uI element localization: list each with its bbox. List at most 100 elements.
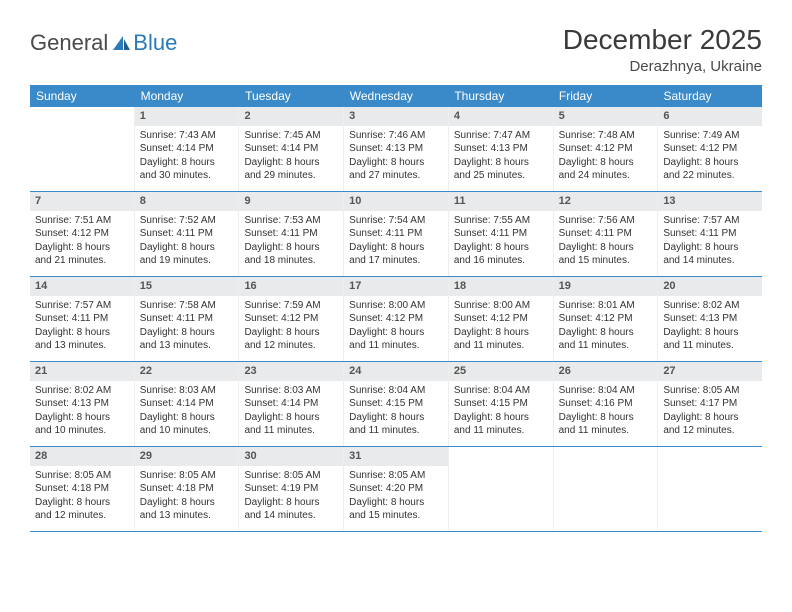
- weekday-header-row: SundayMondayTuesdayWednesdayThursdayFrid…: [30, 85, 762, 107]
- day-cell: [658, 447, 762, 531]
- day-number: 31: [344, 447, 448, 466]
- day-cell: 23 Sunrise: 8:03 AMSunset: 4:14 PMDayligh…: [239, 362, 344, 446]
- sunrise-text: Sunrise: 7:45 AM: [244, 129, 338, 143]
- day-number: 2: [239, 107, 343, 126]
- day-number: 21: [30, 362, 134, 381]
- day-number: 5: [554, 107, 658, 126]
- sunset-text: Sunset: 4:20 PM: [349, 482, 443, 496]
- day-cell: 20Sunrise: 8:02 AMSunset: 4:13 PMDayligh…: [658, 277, 762, 361]
- sunrise-text: Sunrise: 7:46 AM: [349, 129, 443, 143]
- day-number: 3: [344, 107, 448, 126]
- daylight-text: Daylight: 8 hours and 19 minutes.: [140, 241, 234, 268]
- day-number: 23: [239, 362, 343, 381]
- day-number: 12: [554, 192, 658, 211]
- sunrise-text: Sunrise: 8:04 AM: [559, 384, 653, 398]
- sunset-text: Sunset: 4:11 PM: [663, 227, 757, 241]
- day-cell: 27Sunrise: 8:05 AMSunset: 4:17 PMDayligh…: [658, 362, 762, 446]
- day-number: 6: [658, 107, 762, 126]
- day-cell: 5Sunrise: 7:48 AMSunset: 4:12 PMDaylight…: [554, 107, 659, 191]
- day-number: 13: [658, 192, 762, 211]
- day-number: 27: [658, 362, 762, 381]
- week-row: 21Sunrise: 8:02 AMSunset: 4:13 PMDayligh…: [30, 362, 762, 447]
- sunset-text: Sunset: 4:14 PM: [140, 397, 234, 411]
- day-cell: 12Sunrise: 7:56 AMSunset: 4:11 PMDayligh…: [554, 192, 659, 276]
- daylight-text: Daylight: 8 hours and 12 minutes.: [663, 411, 757, 438]
- daylight-text: Daylight: 8 hours and 11 minutes.: [349, 411, 443, 438]
- sunrise-text: Sunrise: 8:00 AM: [349, 299, 443, 313]
- sunrise-text: Sunrise: 8:05 AM: [35, 469, 129, 483]
- daylight-text: Daylight: 8 hours and 13 minutes.: [140, 496, 234, 523]
- week-row: 7Sunrise: 7:51 AMSunset: 4:12 PMDaylight…: [30, 192, 762, 277]
- day-number: 30: [239, 447, 343, 466]
- day-cell: 28Sunrise: 8:05 AMSunset: 4:18 PMDayligh…: [30, 447, 135, 531]
- day-cell: 22Sunrise: 8:03 AMSunset: 4:14 PMDayligh…: [135, 362, 240, 446]
- sunrise-text: Sunrise: 8:00 AM: [454, 299, 548, 313]
- day-cell: 26Sunrise: 8:04 AMSunset: 4:16 PMDayligh…: [554, 362, 659, 446]
- sunset-text: Sunset: 4:12 PM: [35, 227, 129, 241]
- daylight-text: Daylight: 8 hours and 25 minutes.: [454, 156, 548, 183]
- daylight-text: Daylight: 8 hours and 11 minutes.: [454, 411, 548, 438]
- daylight-text: Daylight: 8 hours and 11 minutes.: [244, 411, 338, 438]
- day-cell: 15Sunrise: 7:58 AMSunset: 4:11 PMDayligh…: [135, 277, 240, 361]
- weekday-header: Wednesday: [344, 85, 449, 107]
- sunset-text: Sunset: 4:14 PM: [244, 397, 338, 411]
- day-cell: [554, 447, 659, 531]
- daylight-text: Daylight: 8 hours and 14 minutes.: [663, 241, 757, 268]
- day-cell: 19Sunrise: 8:01 AMSunset: 4:12 PMDayligh…: [554, 277, 659, 361]
- sunrise-text: Sunrise: 7:59 AM: [244, 299, 338, 313]
- daylight-text: Daylight: 8 hours and 15 minutes.: [559, 241, 653, 268]
- sunset-text: Sunset: 4:11 PM: [140, 312, 234, 326]
- day-cell: [449, 447, 554, 531]
- daylight-text: Daylight: 8 hours and 12 minutes.: [35, 496, 129, 523]
- sunset-text: Sunset: 4:14 PM: [244, 142, 338, 156]
- sunset-text: Sunset: 4:11 PM: [35, 312, 129, 326]
- sunset-text: Sunset: 4:11 PM: [349, 227, 443, 241]
- calendar-grid: SundayMondayTuesdayWednesdayThursdayFrid…: [30, 85, 762, 532]
- sunrise-text: Sunrise: 8:04 AM: [349, 384, 443, 398]
- day-cell: 4Sunrise: 7:47 AMSunset: 4:13 PMDaylight…: [449, 107, 554, 191]
- sunset-text: Sunset: 4:11 PM: [244, 227, 338, 241]
- day-cell: 9Sunrise: 7:53 AMSunset: 4:11 PMDaylight…: [239, 192, 344, 276]
- sunrise-text: Sunrise: 8:05 AM: [244, 469, 338, 483]
- weekday-header: Saturday: [657, 85, 762, 107]
- sunset-text: Sunset: 4:18 PM: [140, 482, 234, 496]
- day-number: 15: [135, 277, 239, 296]
- brand-logo: General Blue: [30, 24, 177, 56]
- daylight-text: Daylight: 8 hours and 13 minutes.: [35, 326, 129, 353]
- weeks-container: 1Sunrise: 7:43 AMSunset: 4:14 PMDaylight…: [30, 107, 762, 532]
- sunset-text: Sunset: 4:13 PM: [349, 142, 443, 156]
- sunrise-text: Sunrise: 7:57 AM: [35, 299, 129, 313]
- day-number: 17: [344, 277, 448, 296]
- day-cell: 31Sunrise: 8:05 AMSunset: 4:20 PMDayligh…: [344, 447, 449, 531]
- weekday-header: Tuesday: [239, 85, 344, 107]
- sunrise-text: Sunrise: 7:57 AM: [663, 214, 757, 228]
- daylight-text: Daylight: 8 hours and 22 minutes.: [663, 156, 757, 183]
- week-row: 14Sunrise: 7:57 AMSunset: 4:11 PMDayligh…: [30, 277, 762, 362]
- header: General Blue December 2025 Derazhnya, Uk…: [30, 24, 762, 75]
- sunset-text: Sunset: 4:11 PM: [140, 227, 234, 241]
- sunset-text: Sunset: 4:13 PM: [35, 397, 129, 411]
- daylight-text: Daylight: 8 hours and 11 minutes.: [349, 326, 443, 353]
- daylight-text: Daylight: 8 hours and 15 minutes.: [349, 496, 443, 523]
- daylight-text: Daylight: 8 hours and 12 minutes.: [244, 326, 338, 353]
- day-cell: 11Sunrise: 7:55 AMSunset: 4:11 PMDayligh…: [449, 192, 554, 276]
- sunrise-text: Sunrise: 7:48 AM: [559, 129, 653, 143]
- day-number: 29: [135, 447, 239, 466]
- day-cell: 16Sunrise: 7:59 AMSunset: 4:12 PMDayligh…: [239, 277, 344, 361]
- day-number: 19: [554, 277, 658, 296]
- sunset-text: Sunset: 4:13 PM: [454, 142, 548, 156]
- sunrise-text: Sunrise: 7:54 AM: [349, 214, 443, 228]
- day-number: 16: [239, 277, 343, 296]
- sunset-text: Sunset: 4:12 PM: [454, 312, 548, 326]
- sunset-text: Sunset: 4:16 PM: [559, 397, 653, 411]
- day-cell: 14Sunrise: 7:57 AMSunset: 4:11 PMDayligh…: [30, 277, 135, 361]
- day-cell: 10Sunrise: 7:54 AMSunset: 4:11 PMDayligh…: [344, 192, 449, 276]
- daylight-text: Daylight: 8 hours and 10 minutes.: [140, 411, 234, 438]
- daylight-text: Daylight: 8 hours and 11 minutes.: [559, 411, 653, 438]
- sunrise-text: Sunrise: 8:05 AM: [140, 469, 234, 483]
- daylight-text: Daylight: 8 hours and 24 minutes.: [559, 156, 653, 183]
- day-number: 28: [30, 447, 134, 466]
- sunrise-text: Sunrise: 8:03 AM: [244, 384, 338, 398]
- day-number: 4: [449, 107, 553, 126]
- day-cell: 8Sunrise: 7:52 AMSunset: 4:11 PMDaylight…: [135, 192, 240, 276]
